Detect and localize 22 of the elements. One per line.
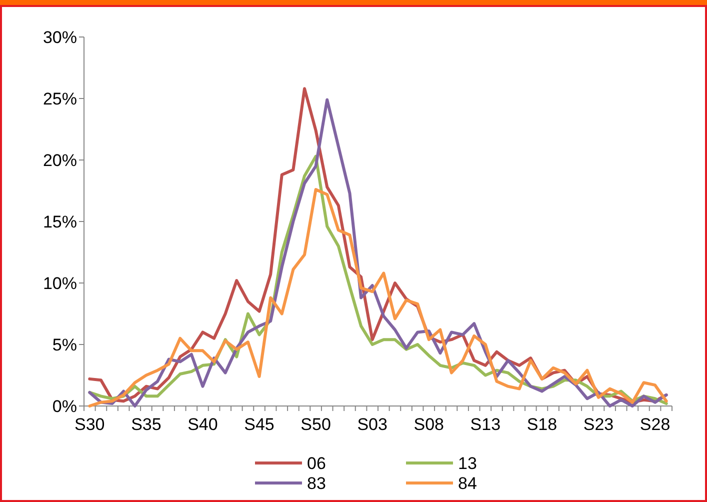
y-tick-label: 0%: [52, 396, 77, 416]
y-tick-label: 10%: [42, 274, 77, 293]
legend-label: 06: [307, 454, 326, 473]
legend-label: 13: [458, 454, 477, 473]
y-tick-label: 15%: [42, 212, 77, 232]
x-tick-label: S23: [583, 415, 614, 434]
x-tick-label: S30: [74, 415, 105, 434]
x-tick-label: S08: [414, 415, 444, 434]
y-tick-label: 25%: [42, 89, 77, 108]
x-tick-label: S13: [470, 415, 501, 434]
x-tick-label: S18: [526, 415, 558, 434]
x-tick-label: S03: [357, 415, 388, 434]
x-tick-label: S35: [131, 415, 162, 434]
x-tick-label: S45: [244, 415, 274, 434]
x-tick-label: S28: [640, 415, 670, 434]
legend-label: 84: [458, 474, 477, 493]
y-tick-label: 30%: [42, 28, 77, 47]
x-tick-label: S50: [300, 415, 331, 434]
legend-label: 83: [307, 474, 326, 493]
y-tick-label: 5%: [52, 335, 77, 354]
y-tick-label: 20%: [42, 150, 77, 170]
x-tick-label: S40: [188, 415, 218, 434]
